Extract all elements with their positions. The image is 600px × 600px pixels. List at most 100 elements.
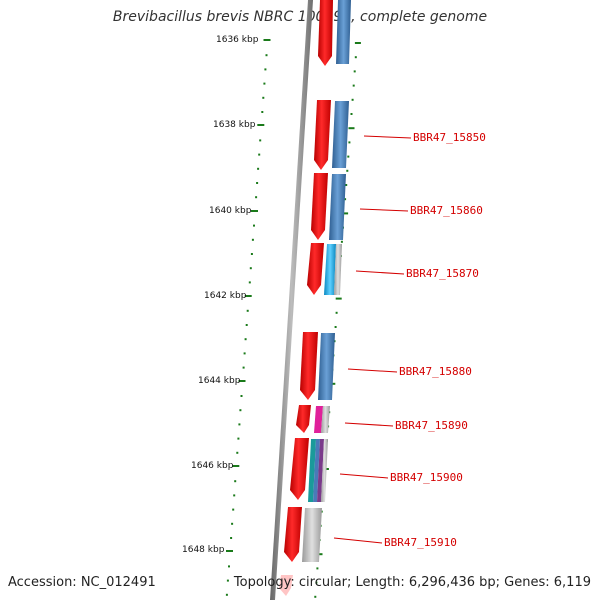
ruler-minor-tick xyxy=(253,224,255,227)
feature-bar xyxy=(314,406,323,433)
ruler-minor-tick xyxy=(263,82,266,85)
ruler-minor-tick xyxy=(244,338,247,341)
ruler-minor-tick xyxy=(259,139,262,142)
gene-arrow[interactable] xyxy=(279,575,293,596)
ruler-minor-tick xyxy=(237,437,240,440)
ruler-minor-tick xyxy=(243,352,246,355)
ruler-label: 1646 kbp xyxy=(191,461,234,471)
ruler-minor-tick xyxy=(248,281,251,284)
leader-line xyxy=(355,270,405,275)
gene-15850[interactable] xyxy=(314,100,349,170)
ruler-minor-tick xyxy=(345,184,348,186)
gene-15890[interactable] xyxy=(296,405,330,433)
ruler-minor-tick xyxy=(340,240,343,243)
gene-15900[interactable] xyxy=(290,438,328,502)
gene-arrow[interactable] xyxy=(290,438,309,500)
ruler-major-tick xyxy=(232,465,240,467)
gene-label[interactable]: BBR47_15860 xyxy=(410,204,483,217)
gene-label[interactable]: BBR47_15900 xyxy=(390,471,463,484)
feature-bar xyxy=(324,244,336,295)
ruler-minor-tick xyxy=(264,68,267,71)
feature-bar xyxy=(332,101,349,168)
ruler-minor-tick xyxy=(250,253,253,255)
feature-bar xyxy=(336,0,351,64)
ruler-major-tick xyxy=(348,127,355,130)
feature-bar xyxy=(313,439,320,502)
ruler-minor-tick xyxy=(353,70,356,73)
ruler-minor-tick xyxy=(316,567,319,570)
gene-15880[interactable] xyxy=(300,332,335,400)
ruler-major-tick xyxy=(354,42,361,44)
ruler-minor-tick xyxy=(351,98,354,101)
ruler-major-tick xyxy=(244,295,252,297)
ruler-minor-tick xyxy=(257,167,260,170)
ruler-minor-tick xyxy=(348,141,351,144)
ruler-minor-tick xyxy=(233,494,236,497)
ruler-minor-tick xyxy=(265,54,268,57)
ruler-minor-tick xyxy=(234,480,237,483)
topology-text: Topology: circular; Length: 6,296,436 bp… xyxy=(233,575,591,590)
ruler-minor-tick xyxy=(350,113,353,115)
leader-line xyxy=(363,135,412,139)
ruler-minor-tick xyxy=(240,395,243,397)
ruler-major-tick xyxy=(335,297,342,300)
ruler-label: 1642 kbp xyxy=(204,291,247,301)
ruler-major-tick xyxy=(263,39,271,41)
ruler-minor-tick xyxy=(352,84,355,87)
gene-15840[interactable] xyxy=(318,0,351,66)
ruler-minor-tick xyxy=(315,581,318,584)
gene-label[interactable]: BBR47_15850 xyxy=(413,131,486,144)
gene-arrow[interactable] xyxy=(307,243,324,295)
ruler-minor-tick xyxy=(344,198,347,201)
ruler-major-tick xyxy=(342,212,349,215)
feature-bar xyxy=(308,439,316,502)
ruler-major-tick xyxy=(316,553,323,556)
accession-text: Accession: NC_012491 xyxy=(8,575,156,590)
ruler-minor-tick xyxy=(354,56,357,59)
chromosome-backbone xyxy=(270,0,313,600)
gene-label[interactable]: BBR47_15910 xyxy=(384,536,457,549)
ruler-label: 1644 kbp xyxy=(198,376,241,386)
gene-arrow[interactable] xyxy=(311,173,328,240)
ruler-major-tick xyxy=(257,124,265,126)
gene-label[interactable]: BBR47_15890 xyxy=(395,419,468,432)
ruler-minor-tick xyxy=(249,267,252,270)
gene-arrow[interactable] xyxy=(314,100,331,170)
gene-arrow[interactable] xyxy=(318,0,333,66)
ruler-minor-tick xyxy=(251,238,254,241)
leader-line xyxy=(359,208,409,212)
gene-15920[interactable] xyxy=(279,575,293,596)
gene-arrow[interactable] xyxy=(300,332,318,400)
label-leader-lines xyxy=(333,135,412,544)
ruler-minor-tick xyxy=(255,196,258,199)
ruler-minor-tick xyxy=(335,311,338,314)
ruler-minor-tick xyxy=(334,326,337,328)
genome-title: Brevibacillus brevis NBRC 100599, comple… xyxy=(112,9,488,25)
gene-arrow[interactable] xyxy=(296,405,311,433)
gene-15860[interactable] xyxy=(311,173,346,240)
ruler-minor-tick xyxy=(225,593,228,596)
feature-bar xyxy=(334,244,342,295)
ruler-minor-tick xyxy=(346,169,349,172)
gene-label[interactable]: BBR47_15880 xyxy=(399,365,472,378)
ruler-label: 1640 kbp xyxy=(209,206,252,216)
gene-label[interactable]: BBR47_15870 xyxy=(406,267,479,280)
gene-15910[interactable] xyxy=(284,507,322,562)
ruler-minor-tick xyxy=(245,324,248,326)
feature-bar xyxy=(318,333,335,400)
leader-line xyxy=(339,473,389,479)
ruler-minor-tick xyxy=(226,579,229,582)
feature-bar xyxy=(317,439,324,502)
gene-15870[interactable] xyxy=(307,243,342,295)
ruler-major-tick xyxy=(251,210,258,212)
ruler-minor-tick xyxy=(230,537,233,539)
ruler-minor-tick xyxy=(262,96,265,99)
ruler-minor-tick xyxy=(242,366,245,369)
ruler-minor-tick xyxy=(232,508,235,511)
ruler-major-tick xyxy=(238,380,246,382)
ruler-minor-tick xyxy=(256,182,259,184)
leader-line xyxy=(344,422,394,427)
gene-arrow[interactable] xyxy=(284,507,302,562)
ruler-minor-tick xyxy=(246,309,249,312)
